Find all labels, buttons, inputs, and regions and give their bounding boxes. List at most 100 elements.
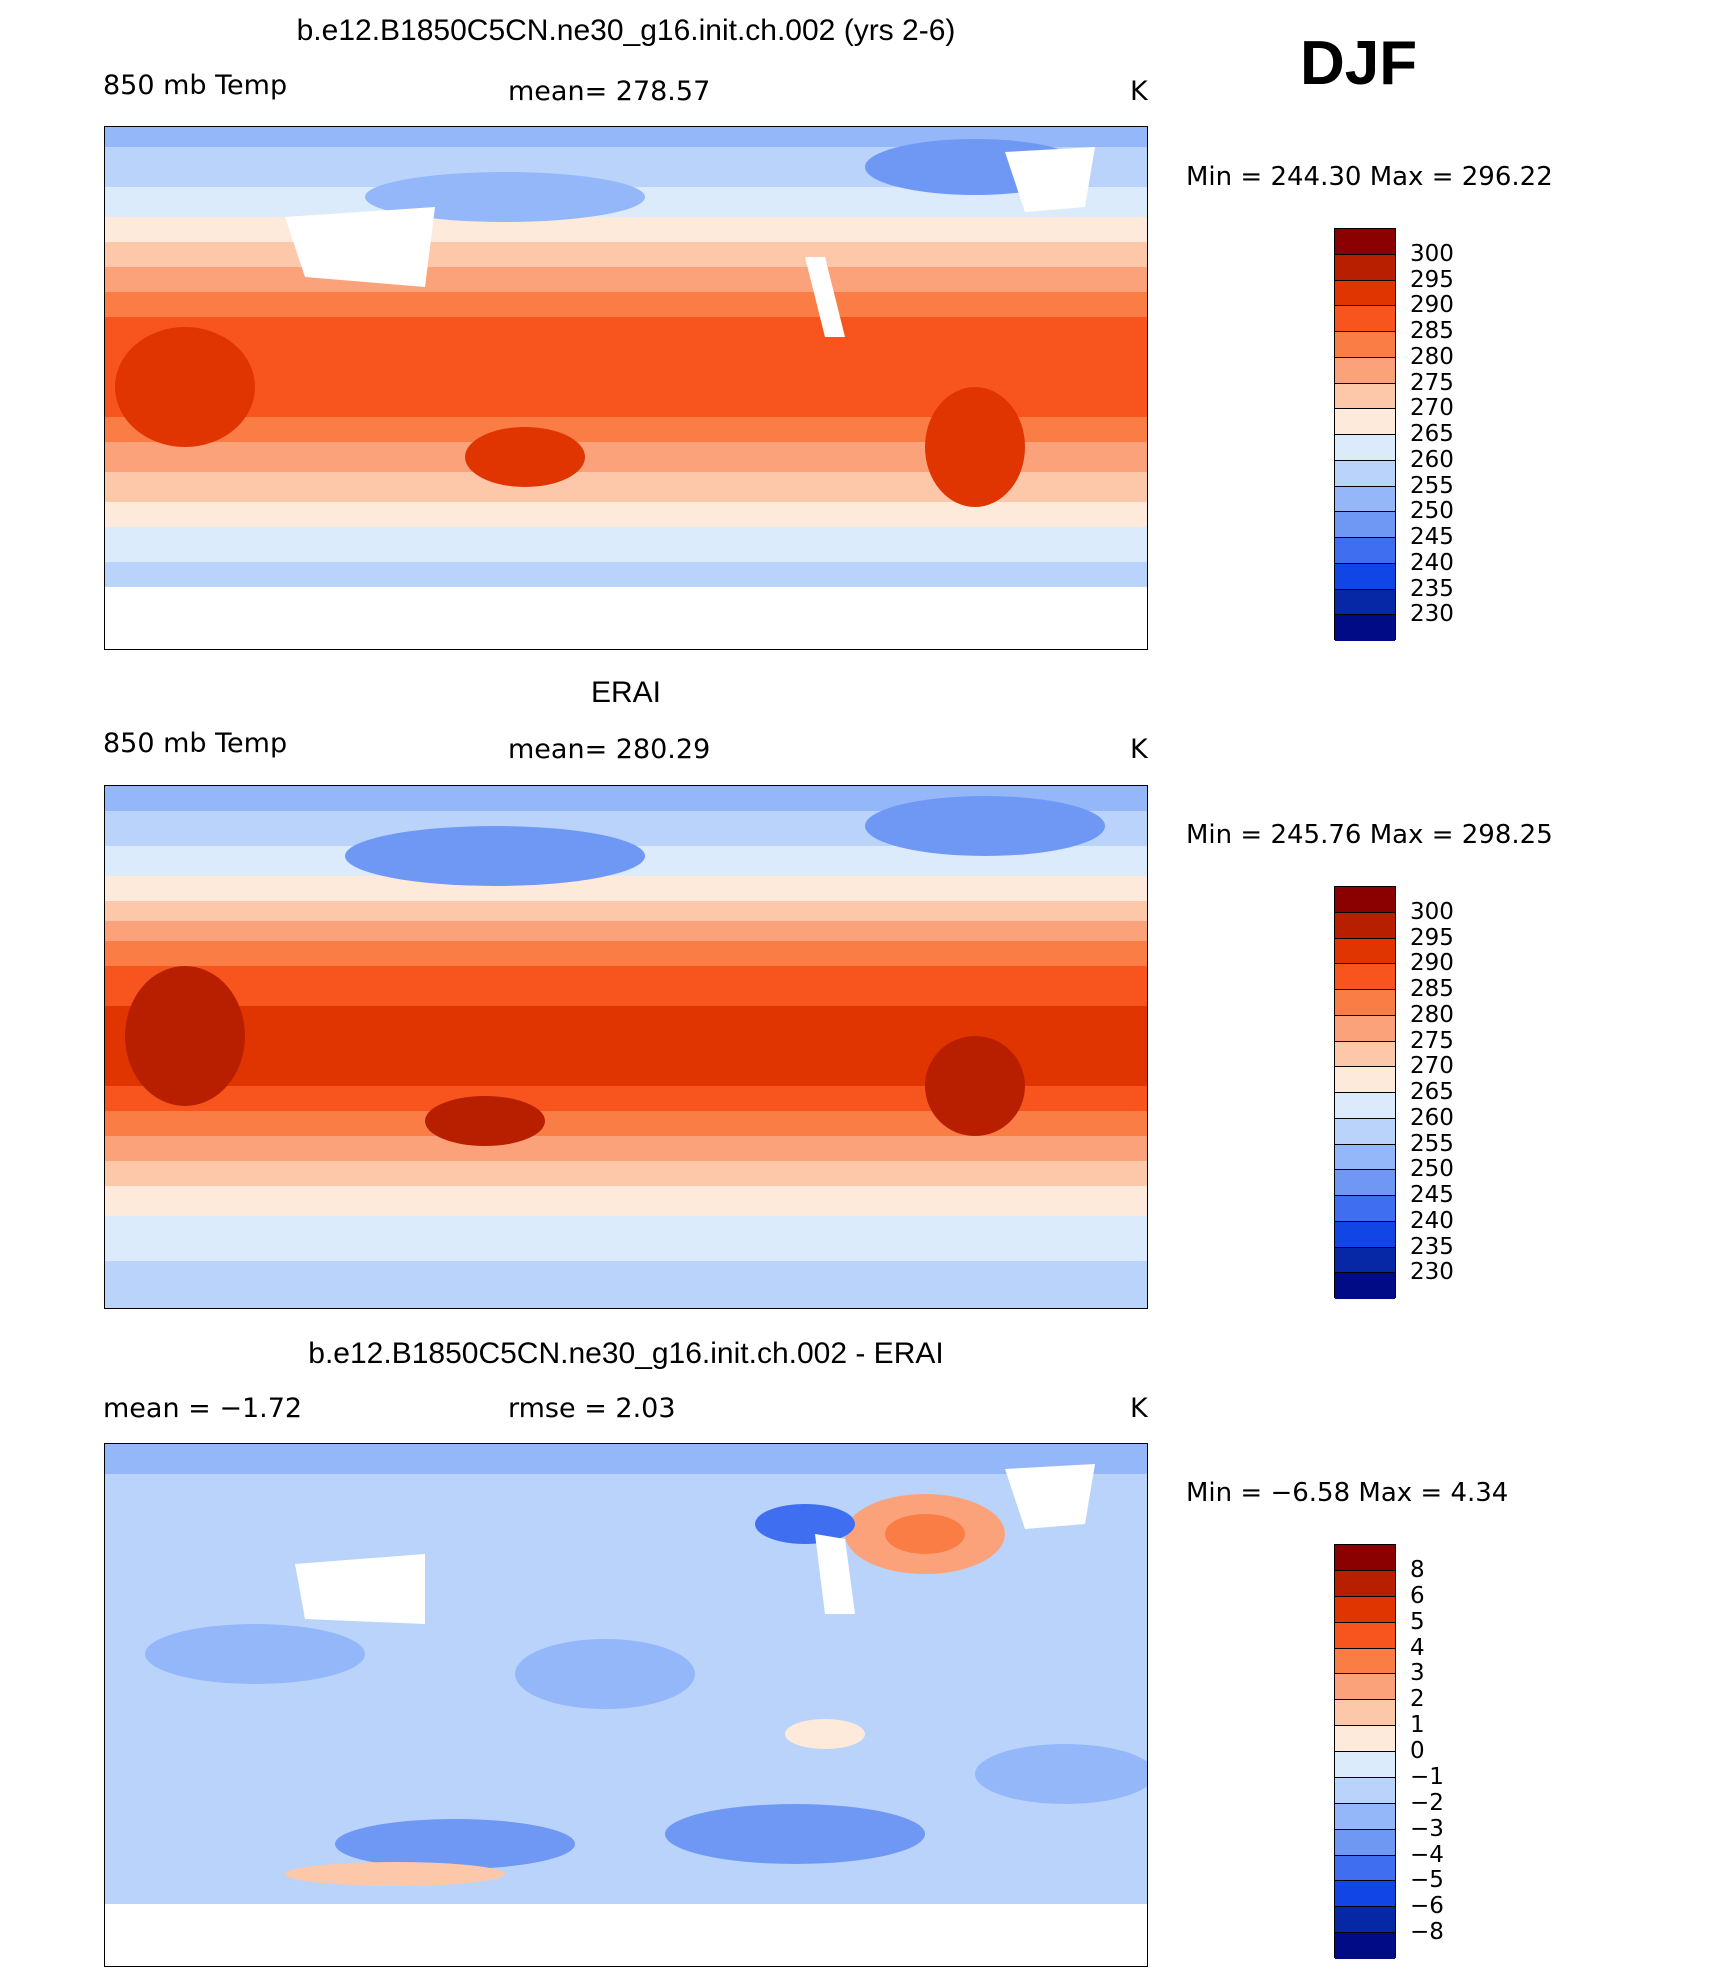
blob	[805, 257, 845, 337]
band	[105, 217, 1147, 242]
colorbar-swatch	[1335, 1622, 1395, 1649]
blob	[145, 1624, 365, 1684]
blob	[515, 1639, 695, 1709]
colorbar-swatch	[1335, 938, 1395, 965]
panel-1-units-label: K	[1130, 76, 1148, 107]
colorbar-tick-label: −1	[1410, 1763, 1444, 1790]
colorbar-swatch	[1335, 1015, 1395, 1042]
colorbar-tick-label: 245	[1410, 1182, 1454, 1208]
colorbar-tick-label: 250	[1410, 498, 1454, 525]
colorbar-tick-label: 270	[1410, 395, 1454, 422]
colorbar-tick-label: 285	[1410, 318, 1454, 344]
colorbar-tick-label: 300	[1410, 240, 1454, 267]
colorbar-swatch	[1335, 1752, 1395, 1778]
colorbar-tick-label: 260	[1410, 1104, 1454, 1131]
blob	[115, 327, 255, 447]
colorbar-tick-label: 240	[1410, 1207, 1454, 1234]
blob	[425, 1096, 545, 1146]
panel-3-title: b.e12.B1850C5CN.ne30_g16.init.ch.002 - E…	[308, 1337, 944, 1370]
colorbar-tick-label: 265	[1410, 1079, 1454, 1105]
colorbar-swatch	[1335, 1570, 1395, 1597]
colorbar-swatch	[1335, 306, 1395, 332]
colorbar-swatch	[1335, 435, 1395, 461]
colorbar-tick-label: 230	[1410, 1259, 1454, 1286]
band	[105, 921, 1147, 941]
colorbar-tick-label: 245	[1410, 524, 1454, 550]
colorbar-tick-label: 285	[1410, 976, 1454, 1002]
colorbar-tick-label: −8	[1410, 1919, 1444, 1946]
panel-3-units-label: K	[1130, 1393, 1148, 1424]
band	[105, 876, 1147, 901]
colorbar-tick-label: 265	[1410, 421, 1454, 447]
panel-2-units-label: K	[1130, 734, 1148, 765]
colorbar-swatch	[1335, 1907, 1395, 1934]
colorbar-swatch	[1335, 383, 1395, 410]
colorbar-tick-label: 270	[1410, 1053, 1454, 1080]
colorbar-swatch	[1335, 1855, 1395, 1882]
colorbar-swatch	[1335, 912, 1395, 939]
colorbar-swatch	[1335, 1196, 1395, 1222]
colorbar-swatch	[1335, 1221, 1395, 1248]
blob	[815, 1534, 855, 1614]
season-label: DJF	[1300, 29, 1418, 98]
colorbar-tick-label: 300	[1410, 898, 1454, 925]
colorbar-tick-label: 280	[1410, 343, 1454, 370]
colorbar-swatch	[1335, 1726, 1395, 1752]
band	[105, 242, 1147, 267]
band	[105, 1904, 1147, 1966]
colorbar-tick-label: 240	[1410, 549, 1454, 576]
colorbar-swatch	[1335, 280, 1395, 307]
colorbar-swatch	[1335, 1596, 1395, 1623]
colorbar-tick-label: 255	[1410, 1130, 1454, 1157]
blob	[285, 1862, 505, 1886]
colorbar-swatch	[1335, 1648, 1395, 1675]
colorbar-swatch	[1335, 563, 1395, 590]
colorbar-swatch	[1335, 357, 1395, 384]
panel-1-title: b.e12.B1850C5CN.ne30_g16.init.ch.002 (yr…	[296, 14, 956, 47]
panel-2-minmax: Min = 245.76 Max = 298.25	[1186, 820, 1553, 850]
colorbar-tick-label: 8	[1410, 1556, 1425, 1583]
panel-3-field-svg	[105, 1444, 1147, 1966]
colorbar-tick-label: 280	[1410, 1001, 1454, 1028]
colorbar-swatch	[1335, 1881, 1395, 1908]
colorbar-swatch	[1335, 615, 1395, 641]
band	[105, 292, 1147, 317]
blob	[365, 172, 645, 222]
blob	[125, 966, 245, 1106]
blob	[975, 1744, 1147, 1804]
band	[105, 1444, 1147, 1474]
colorbar-tick-label: 260	[1410, 446, 1454, 473]
colorbar-swatch	[1335, 1933, 1395, 1959]
band	[105, 901, 1147, 921]
blob	[665, 1804, 925, 1864]
colorbar-swatch	[1335, 460, 1395, 487]
colorbar-swatch	[1335, 1674, 1395, 1701]
band	[105, 966, 1147, 1006]
blob	[285, 207, 435, 287]
panel-1-map	[104, 126, 1148, 650]
panel-1-colorbar	[1334, 228, 1396, 641]
band	[105, 562, 1147, 587]
band	[105, 267, 1147, 292]
colorbar-swatch	[1335, 409, 1395, 435]
band	[105, 1186, 1147, 1216]
colorbar-tick-label: −2	[1410, 1789, 1444, 1816]
colorbar-tick-label: 275	[1410, 1027, 1454, 1054]
colorbar-tick-label: 5	[1410, 1608, 1425, 1635]
colorbar-swatch	[1335, 1273, 1395, 1299]
colorbar-tick-label: 295	[1410, 266, 1454, 293]
colorbar-tick-label: 290	[1410, 292, 1454, 319]
colorbar-swatch	[1335, 1829, 1395, 1856]
colorbar-swatch	[1335, 1247, 1395, 1274]
panel-2-mean-label: mean= 280.29	[508, 734, 711, 765]
colorbar-swatch	[1335, 1700, 1395, 1727]
panel-3-map	[104, 1443, 1148, 1967]
colorbar-tick-label: 295	[1410, 924, 1454, 951]
panel-2-field-svg	[105, 786, 1147, 1308]
colorbar-swatch	[1335, 1803, 1395, 1830]
colorbar-swatch	[1335, 1118, 1395, 1145]
band	[105, 1161, 1147, 1186]
blob	[865, 796, 1105, 856]
colorbar-swatch	[1335, 1144, 1395, 1171]
colorbar-swatch	[1335, 589, 1395, 616]
